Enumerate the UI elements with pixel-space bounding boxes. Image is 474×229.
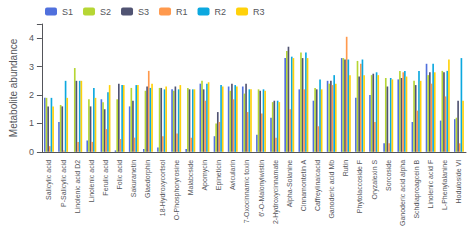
svg-text:2-Hydroxycinnamate: 2-Hydroxycinnamate — [272, 160, 280, 224]
svg-text:Sakuranetin: Sakuranetin — [130, 160, 137, 197]
svg-text:3: 3 — [29, 62, 34, 72]
svg-text:1: 1 — [29, 118, 34, 128]
svg-text:Cinnamontetin A: Cinnamontetin A — [300, 160, 307, 212]
svg-text:6'-O-Malonylwistin: 6'-O-Malonylwistin — [258, 160, 266, 217]
svg-text:Hoduloside VI: Hoduloside VI — [455, 160, 462, 204]
svg-text:R1: R1 — [176, 7, 188, 17]
svg-text:Apomycin: Apomycin — [201, 160, 209, 191]
svg-text:S2: S2 — [100, 7, 111, 17]
svg-text:Malabcside: Malabcside — [187, 160, 194, 196]
svg-text:S1: S1 — [62, 7, 73, 17]
svg-text:Sorcoside: Sorcoside — [385, 160, 392, 191]
svg-text:P-Salicylic acid: P-Salicylic acid — [60, 160, 68, 207]
svg-text:Ferulic acid: Ferulic acid — [102, 160, 109, 196]
svg-text:Avicularin: Avicularin — [229, 160, 236, 190]
svg-text:Rutin: Rutin — [342, 160, 349, 176]
svg-text:R2: R2 — [215, 7, 227, 17]
svg-text:Alpha-Solanine: Alpha-Solanine — [286, 160, 294, 208]
svg-text:L-Phenylalanine: L-Phenylalanine — [441, 160, 449, 210]
svg-text:Linolenic acid F: Linolenic acid F — [427, 160, 434, 209]
svg-text:Epineticin: Epineticin — [215, 160, 223, 190]
svg-text:R3: R3 — [253, 7, 265, 17]
svg-text:Caffreylinaicacid: Caffreylinaicacid — [314, 160, 322, 211]
svg-text:O-Phosphoryrosine: O-Phosphoryrosine — [173, 160, 181, 220]
svg-text:S3: S3 — [138, 7, 149, 17]
svg-text:Oryzalexin S: Oryzalexin S — [371, 160, 379, 200]
svg-text:2: 2 — [29, 90, 34, 100]
svg-text:Glaedorphin: Glaedorphin — [144, 160, 152, 198]
svg-text:Folic acid: Folic acid — [116, 160, 123, 190]
svg-text:Schdiaproagcein B: Schdiaproagcein B — [413, 160, 421, 219]
svg-text:Linolenic acid D2: Linolenic acid D2 — [74, 160, 81, 213]
svg-text:0: 0 — [29, 147, 34, 157]
svg-text:Linolenic acid: Linolenic acid — [88, 160, 95, 203]
svg-text:7-Oxocinnamic toxin: 7-Oxocinnamic toxin — [243, 160, 250, 224]
svg-text:Metabolite abundance: Metabolite abundance — [8, 38, 19, 137]
svg-text:18-Hydroxycortsol: 18-Hydroxycortsol — [159, 159, 167, 216]
svg-text:Phytolaccoside F: Phytolaccoside F — [356, 160, 364, 213]
svg-text:4: 4 — [29, 33, 34, 43]
svg-text:Ganoderic acid alpha: Ganoderic acid alpha — [399, 160, 407, 226]
svg-text:Salicylic acid: Salicylic acid — [45, 160, 53, 200]
svg-text:Ganoderic acid Mb: Ganoderic acid Mb — [328, 160, 335, 219]
